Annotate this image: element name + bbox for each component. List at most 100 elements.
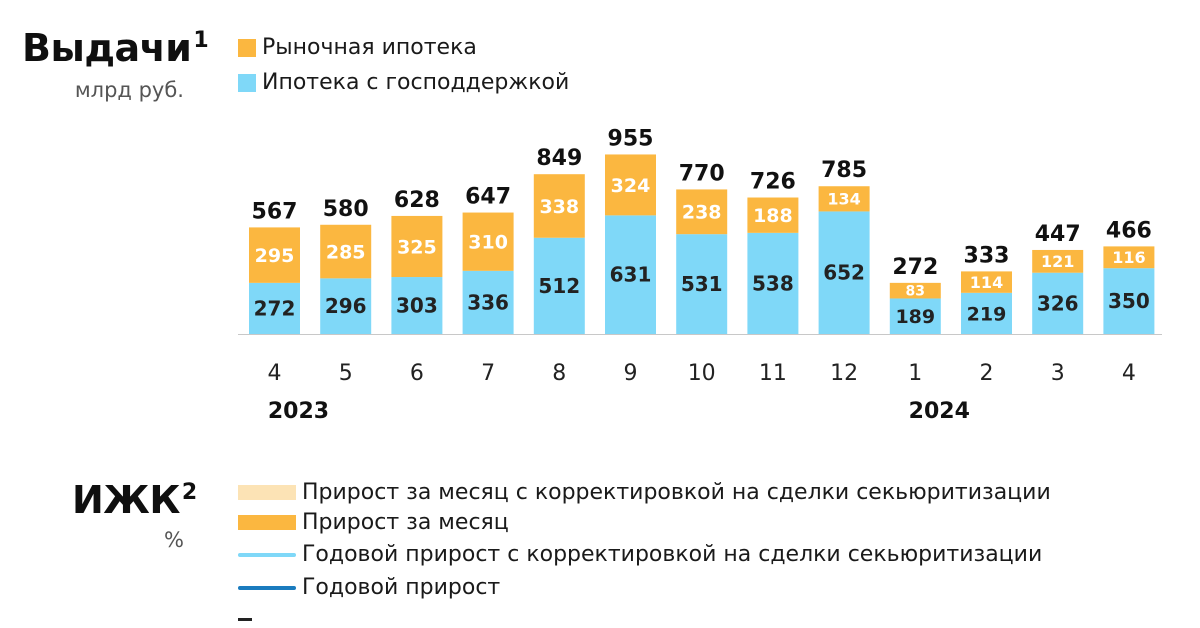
x-tick-label: 8 — [552, 361, 566, 386]
x-tick-label: 12 — [830, 361, 858, 386]
chart-title-text: Выдачи — [22, 26, 192, 70]
bar-segment-subsidized — [249, 282, 300, 334]
x-tick-label: 4 — [268, 361, 282, 386]
bar-segment-market — [605, 154, 656, 216]
data-label-subsidized: 303 — [396, 294, 438, 318]
total-label: 333 — [964, 243, 1010, 268]
legend2-label-monthly: Прирост за месяц — [302, 510, 509, 535]
x-tick-label: 10 — [688, 361, 716, 386]
bar-segment-subsidized — [1032, 272, 1084, 334]
bar-segment-subsidized — [462, 270, 514, 334]
bar-segment-subsidized — [889, 298, 941, 334]
total-label: 770 — [679, 161, 725, 186]
bar-segment-market — [961, 271, 1012, 293]
chart-title: Выдачи1 — [22, 26, 209, 70]
data-label-subsidized: 189 — [895, 306, 935, 328]
legend2-item-monthly-adjusted: Прирост за месяц с корректировкой на сде… — [238, 480, 1051, 505]
data-label-subsidized: 531 — [681, 272, 723, 296]
legend-item-subsidized: Ипотека с господдержкой — [238, 70, 569, 95]
bar-segment-subsidized — [533, 237, 585, 334]
total-label: 466 — [1106, 218, 1152, 243]
total-label: 726 — [750, 170, 796, 195]
year-label: 2023 — [268, 399, 329, 424]
section2-title-text: ИЖК — [72, 478, 180, 522]
section2-footnote-mark: 2 — [181, 480, 197, 505]
x-tick-label: 9 — [624, 361, 638, 386]
legend2-swatch-annual — [238, 585, 296, 590]
legend2-item-annual: Годовой прирост — [238, 575, 500, 600]
data-label-subsidized: 326 — [1037, 291, 1079, 315]
data-label-market: 121 — [1041, 252, 1074, 271]
bar-segment-subsidized — [676, 234, 728, 334]
data-label-market: 310 — [468, 232, 508, 254]
total-label: 567 — [252, 199, 298, 224]
bar-segment-subsidized — [961, 292, 1012, 334]
x-tick-label: 6 — [410, 361, 424, 386]
data-label-subsidized: 219 — [967, 303, 1007, 325]
data-label-market: 324 — [611, 175, 651, 197]
legend-swatch-market — [238, 38, 256, 57]
data-label-subsidized: 538 — [752, 271, 794, 295]
x-tick-label: 1 — [908, 361, 922, 386]
x-tick-label: 7 — [481, 361, 495, 386]
legend2-item-annual-adjusted: Годовой прирост с корректировкой на сдел… — [238, 542, 1042, 567]
data-label-market: 116 — [1112, 248, 1145, 267]
bar-segment-subsidized — [320, 278, 372, 334]
data-label-subsidized: 350 — [1108, 289, 1150, 313]
data-label-market: 114 — [970, 273, 1003, 292]
data-label-market: 83 — [906, 284, 925, 300]
legend-label-subsidized: Ипотека с господдержкой — [262, 70, 570, 95]
data-label-market: 134 — [827, 190, 860, 209]
bar-segment-market — [533, 174, 585, 238]
legend-label-market: Рыночная ипотека — [262, 35, 477, 60]
x-tick-label: 2 — [980, 361, 994, 386]
cut-off-axis-mark — [238, 618, 252, 621]
section2-title: ИЖК2 — [72, 478, 197, 522]
total-label: 955 — [608, 126, 654, 151]
bar-segment-subsidized — [747, 232, 799, 334]
bar-segment-market — [889, 282, 941, 299]
x-tick-label: 4 — [1122, 361, 1136, 386]
legend2-item-monthly: Прирост за месяц — [238, 510, 509, 535]
bar-segment-subsidized — [1103, 268, 1155, 334]
total-label: 785 — [821, 158, 867, 183]
data-label-subsidized: 631 — [610, 263, 652, 287]
total-label: 628 — [394, 188, 440, 213]
bar-segment-subsidized — [605, 215, 656, 334]
total-label: 447 — [1035, 222, 1081, 247]
legend2-swatch-monthly-adjusted — [238, 485, 296, 500]
bar-segment-market — [1103, 246, 1155, 269]
legend2-label-monthly-adjusted: Прирост за месяц с корректировкой на сде… — [302, 480, 1051, 505]
section2-unit-label: % — [164, 528, 184, 552]
bar-segment-market — [320, 224, 372, 279]
bar-segment-market — [1032, 249, 1084, 273]
data-label-market: 338 — [539, 196, 579, 218]
data-label-market: 295 — [255, 245, 295, 267]
x-tick-label: 11 — [759, 361, 787, 386]
data-label-market: 238 — [682, 202, 722, 224]
legend-item-market: Рыночная ипотека — [238, 35, 477, 60]
total-label: 272 — [892, 255, 938, 280]
data-label-market: 285 — [326, 241, 366, 263]
data-label-market: 188 — [753, 205, 793, 227]
unit-label: млрд руб. — [74, 78, 184, 102]
data-label-subsidized: 512 — [538, 274, 580, 298]
data-label-market: 325 — [397, 236, 437, 258]
stacked-bar-chart: 2722955674296285580530332562863363106477… — [238, 126, 1162, 424]
legend2-swatch-annual-adjusted — [238, 552, 296, 557]
data-label-subsidized: 296 — [325, 294, 367, 318]
total-label: 580 — [323, 197, 369, 222]
x-tick-label: 3 — [1051, 361, 1065, 386]
legend-swatch-subsidized — [238, 73, 256, 92]
data-label-subsidized: 652 — [823, 261, 865, 285]
legend2-swatch-monthly — [238, 515, 296, 530]
data-label-subsidized: 272 — [254, 296, 296, 320]
legend2-label-annual: Годовой прирост — [302, 575, 501, 600]
bar-segment-market — [391, 215, 443, 278]
total-label: 849 — [536, 146, 582, 171]
legend2-label-annual-adjusted: Годовой прирост с корректировкой на сдел… — [302, 542, 1043, 567]
x-tick-label: 5 — [339, 361, 353, 386]
bar-segment-market — [249, 227, 300, 283]
year-label: 2024 — [909, 399, 970, 424]
bar-segment-market — [462, 212, 514, 271]
